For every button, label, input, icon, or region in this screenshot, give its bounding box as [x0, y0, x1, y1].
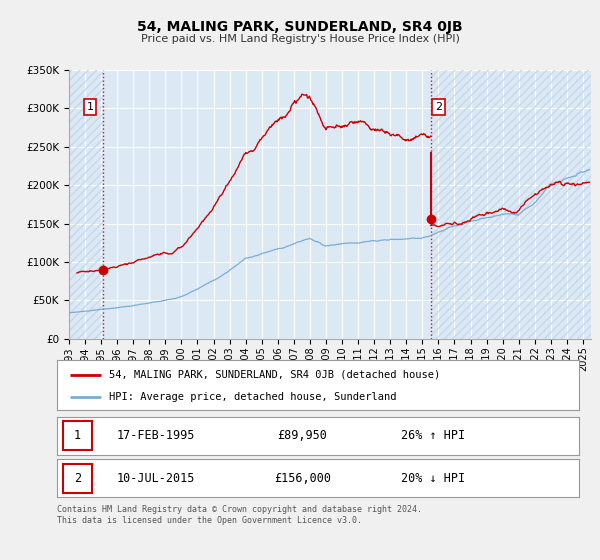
Text: 2: 2	[74, 472, 81, 485]
Text: 1: 1	[87, 102, 94, 112]
Bar	[63, 421, 92, 450]
Bar	[63, 464, 92, 493]
Text: £156,000: £156,000	[274, 472, 331, 485]
Text: 2: 2	[435, 102, 442, 112]
Text: 10-JUL-2015: 10-JUL-2015	[117, 472, 196, 485]
Text: 20% ↓ HPI: 20% ↓ HPI	[401, 472, 465, 485]
Text: £89,950: £89,950	[277, 429, 327, 442]
Text: 17-FEB-1995: 17-FEB-1995	[117, 429, 196, 442]
Text: HPI: Average price, detached house, Sunderland: HPI: Average price, detached house, Sund…	[109, 393, 397, 402]
Text: Contains HM Land Registry data © Crown copyright and database right 2024.
This d: Contains HM Land Registry data © Crown c…	[57, 505, 422, 525]
Text: Price paid vs. HM Land Registry's House Price Index (HPI): Price paid vs. HM Land Registry's House …	[140, 34, 460, 44]
Text: 1: 1	[74, 429, 81, 442]
Text: 54, MALING PARK, SUNDERLAND, SR4 0JB (detached house): 54, MALING PARK, SUNDERLAND, SR4 0JB (de…	[109, 370, 440, 380]
Text: 54, MALING PARK, SUNDERLAND, SR4 0JB: 54, MALING PARK, SUNDERLAND, SR4 0JB	[137, 20, 463, 34]
Text: 26% ↑ HPI: 26% ↑ HPI	[401, 429, 465, 442]
